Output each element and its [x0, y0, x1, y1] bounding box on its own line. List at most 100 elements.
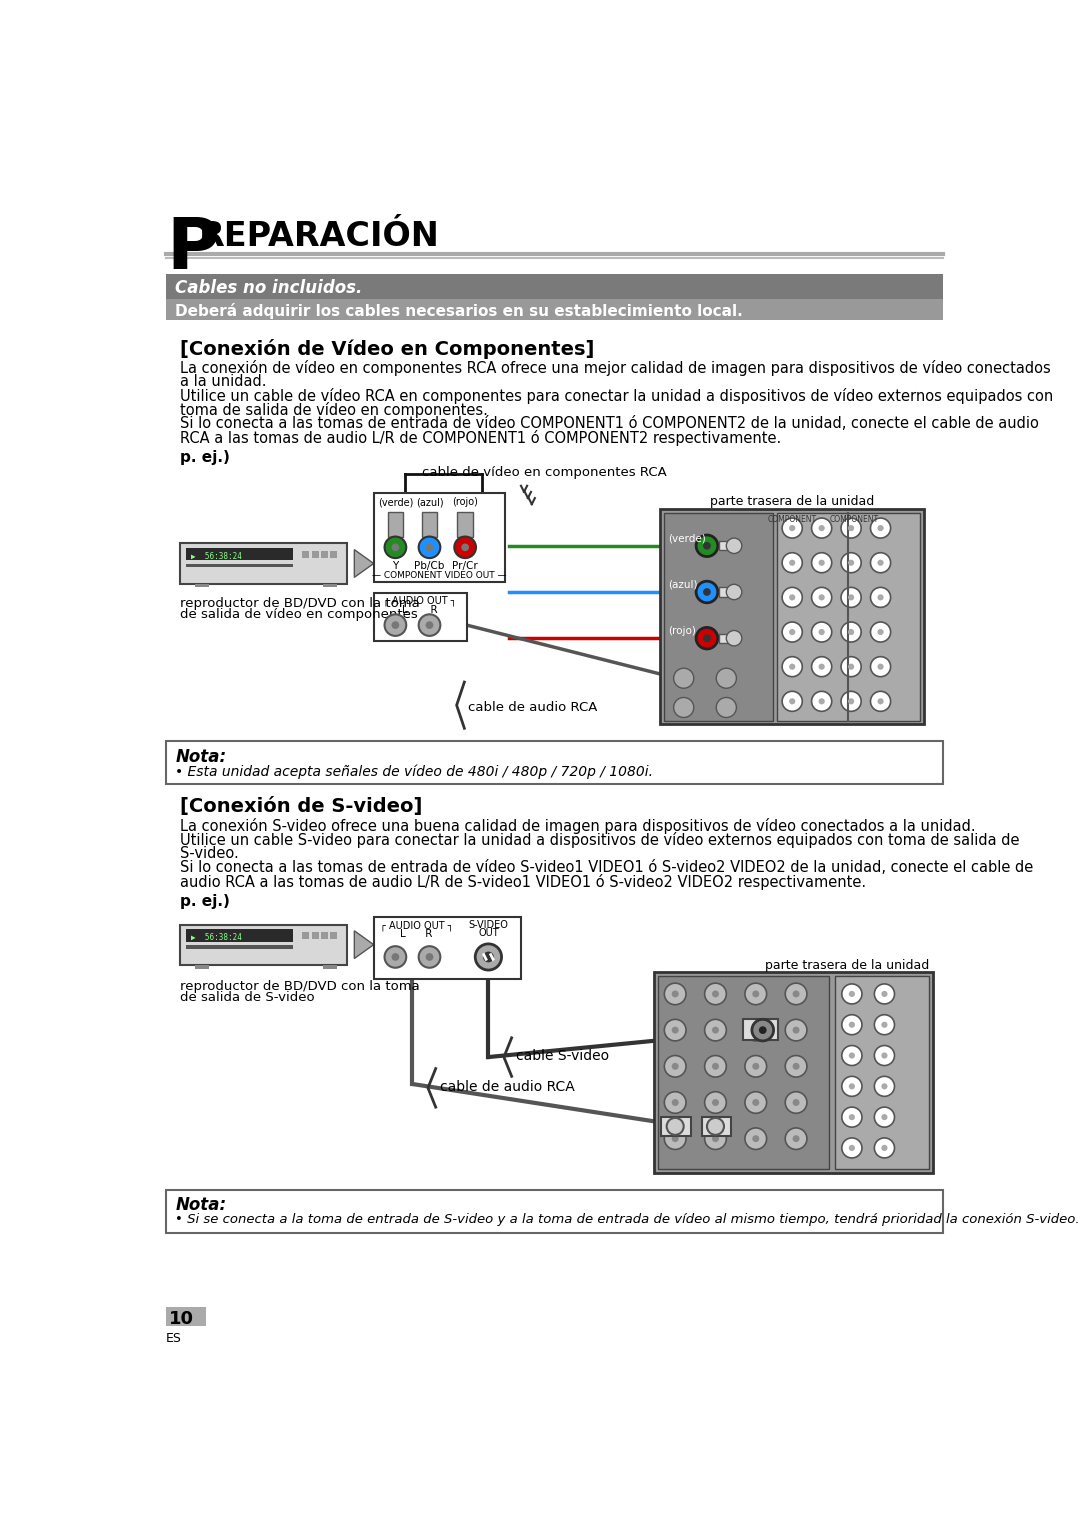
- Circle shape: [841, 517, 861, 539]
- Circle shape: [849, 1114, 855, 1120]
- Circle shape: [727, 630, 742, 645]
- Text: ┌ AUDIO OUT ┐: ┌ AUDIO OUT ┐: [379, 920, 454, 931]
- Bar: [661, 1117, 691, 1135]
- Circle shape: [849, 990, 855, 996]
- Circle shape: [483, 952, 494, 963]
- Circle shape: [793, 1099, 799, 1106]
- Circle shape: [811, 691, 832, 711]
- Bar: [330, 551, 337, 559]
- Circle shape: [841, 691, 861, 711]
- Circle shape: [704, 1128, 727, 1149]
- Circle shape: [727, 584, 742, 600]
- Circle shape: [672, 1062, 678, 1070]
- Bar: [702, 1117, 731, 1135]
- Text: ▶  56:38:24: ▶ 56:38:24: [191, 932, 242, 942]
- Circle shape: [877, 699, 883, 705]
- Text: (verde): (verde): [669, 534, 706, 543]
- Circle shape: [789, 699, 795, 705]
- Circle shape: [819, 664, 825, 670]
- Circle shape: [703, 542, 711, 549]
- Text: Pr/Cr: Pr/Cr: [453, 562, 478, 571]
- Text: (azul): (azul): [669, 580, 698, 589]
- Circle shape: [704, 1019, 727, 1041]
- Bar: [186, 945, 293, 949]
- Bar: [374, 493, 505, 581]
- Circle shape: [697, 627, 718, 649]
- Text: ▶  56:38:24: ▶ 56:38:24: [191, 551, 242, 560]
- Text: p. ej.): p. ej.): [180, 894, 230, 909]
- Circle shape: [877, 664, 883, 670]
- Text: Nota:: Nota:: [175, 748, 227, 766]
- Circle shape: [841, 588, 861, 607]
- Circle shape: [697, 581, 718, 603]
- Circle shape: [877, 560, 883, 566]
- Text: COMPONENT: COMPONENT: [829, 514, 879, 523]
- Circle shape: [782, 588, 802, 607]
- Circle shape: [819, 560, 825, 566]
- Circle shape: [392, 543, 400, 551]
- Circle shape: [455, 537, 476, 559]
- Text: • Si se conecta a la toma de entrada de S-video y a la toma de entrada de vídeo : • Si se conecta a la toma de entrada de …: [175, 1213, 1080, 1225]
- Text: (azul): (azul): [416, 497, 443, 507]
- Circle shape: [881, 1144, 888, 1151]
- Circle shape: [841, 656, 861, 676]
- Circle shape: [819, 629, 825, 635]
- Text: • Esta unidad acepta señales de vídeo de 480i / 480p / 720p / 1080i.: • Esta unidad acepta señales de vídeo de…: [175, 765, 653, 778]
- Bar: [330, 932, 337, 940]
- Circle shape: [664, 1019, 686, 1041]
- Bar: [743, 1018, 779, 1041]
- Circle shape: [841, 1015, 862, 1035]
- Circle shape: [870, 623, 891, 642]
- Circle shape: [782, 552, 802, 572]
- Circle shape: [419, 537, 441, 559]
- Circle shape: [881, 1053, 888, 1059]
- Text: ES: ES: [166, 1332, 181, 1344]
- Bar: [195, 964, 210, 969]
- Circle shape: [426, 543, 433, 551]
- Circle shape: [664, 983, 686, 1004]
- Circle shape: [875, 1015, 894, 1035]
- Text: Nota:: Nota:: [175, 1196, 227, 1213]
- Text: Si lo conecta a las tomas de entrada de vídeo COMPONENT1 ó COMPONENT2 de la unid: Si lo conecta a las tomas de entrada de …: [180, 415, 1039, 430]
- Bar: [321, 932, 328, 940]
- Bar: [312, 932, 319, 940]
- Bar: [661, 508, 924, 725]
- Bar: [777, 513, 920, 720]
- Text: COMPONENT: COMPONENT: [768, 514, 816, 523]
- Circle shape: [841, 984, 862, 1004]
- Bar: [166, 742, 943, 784]
- Circle shape: [870, 517, 891, 539]
- Bar: [835, 977, 930, 1169]
- Text: 10: 10: [170, 1311, 194, 1329]
- Circle shape: [712, 1135, 719, 1141]
- Circle shape: [785, 1128, 807, 1149]
- Circle shape: [849, 1053, 855, 1059]
- Circle shape: [848, 629, 854, 635]
- Text: ┌ AUDIO OUT ┐: ┌ AUDIO OUT ┐: [383, 595, 457, 606]
- Circle shape: [841, 1045, 862, 1065]
- Circle shape: [716, 697, 737, 717]
- Circle shape: [426, 954, 433, 961]
- Circle shape: [875, 1138, 894, 1158]
- Bar: [302, 932, 309, 940]
- Circle shape: [793, 1062, 799, 1070]
- Circle shape: [849, 1021, 855, 1029]
- Text: de salida de vídeo en componentes: de salida de vídeo en componentes: [180, 609, 418, 621]
- Bar: [312, 551, 319, 559]
- Circle shape: [789, 664, 795, 670]
- Text: (rojo): (rojo): [453, 497, 478, 507]
- Text: La conexión S-video ofrece una buena calidad de imagen para dispositivos de víde: La conexión S-video ofrece una buena cal…: [180, 818, 975, 835]
- Circle shape: [707, 1119, 724, 1135]
- Bar: [718, 588, 735, 597]
- Bar: [664, 513, 773, 720]
- Circle shape: [848, 699, 854, 705]
- Circle shape: [782, 656, 802, 676]
- Bar: [186, 563, 293, 568]
- Text: [Conexión de S-video]: [Conexión de S-video]: [180, 797, 422, 816]
- Circle shape: [753, 1135, 759, 1141]
- Circle shape: [870, 588, 891, 607]
- Text: Y: Y: [392, 562, 399, 571]
- Circle shape: [712, 1099, 719, 1106]
- Circle shape: [392, 954, 400, 961]
- Text: parte trasera de la unidad: parte trasera de la unidad: [710, 494, 875, 508]
